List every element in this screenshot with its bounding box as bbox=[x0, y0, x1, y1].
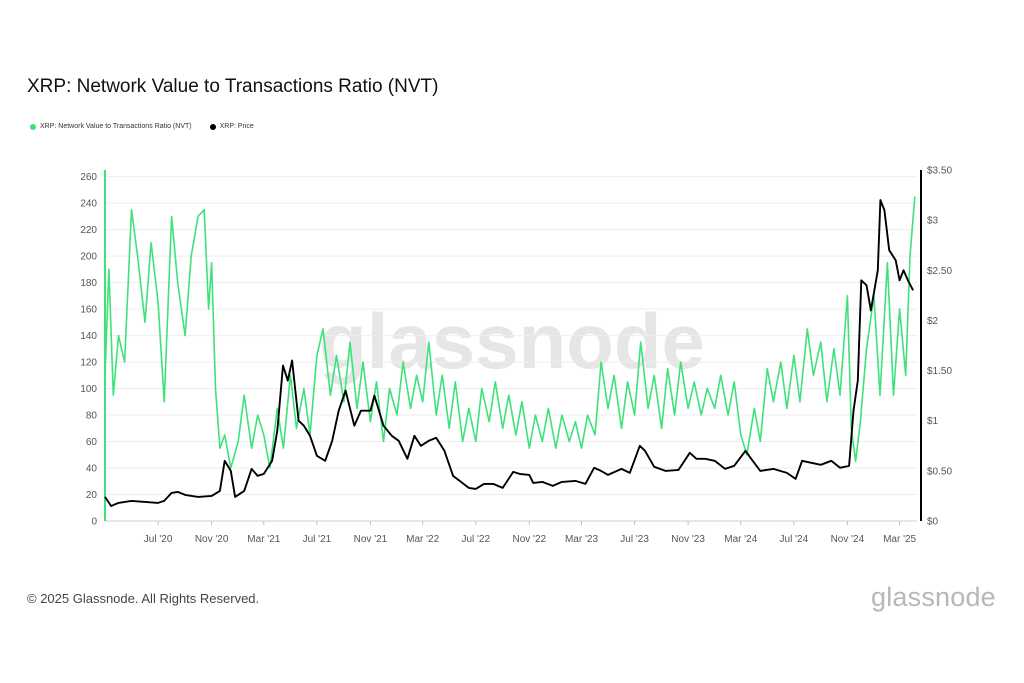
x-tick-label: Nov '20 bbox=[195, 534, 229, 545]
watermark-text: glassnode bbox=[319, 297, 705, 385]
x-tick-label: Nov '22 bbox=[512, 534, 546, 545]
y-right-tick-label: $1 bbox=[927, 416, 939, 427]
nvt-series-line bbox=[104, 196, 916, 469]
y-right-tick-label: $2.50 bbox=[927, 266, 952, 277]
glassnode-logo[interactable]: glassnode bbox=[871, 582, 996, 612]
y-left-tick-label: 120 bbox=[80, 358, 97, 369]
legend-item-price[interactable]: XRP: Price bbox=[209, 123, 254, 130]
legend-swatch-price bbox=[209, 123, 216, 130]
y-right-tick-label: $1.50 bbox=[927, 366, 952, 377]
legend-swatch-nvt bbox=[30, 123, 36, 130]
y-left-tick-label: 260 bbox=[80, 172, 97, 183]
y-left-tick-label: 220 bbox=[80, 225, 97, 236]
series-layer bbox=[104, 196, 916, 507]
x-tick-label: Mar '23 bbox=[565, 534, 598, 545]
y-left-tick-label: 80 bbox=[86, 411, 98, 422]
y-left-tick-label: 20 bbox=[86, 490, 98, 501]
y-left-tick-label: 200 bbox=[80, 252, 97, 263]
legend-label-price: XRP: Price bbox=[219, 123, 254, 130]
y-left-tick-label: 240 bbox=[80, 199, 97, 210]
chart-title: XRP: Network Value to Transactions Ratio… bbox=[27, 76, 439, 97]
axes: 0 20 40 60 80 100 120 140 160 180 200 220 240 260 $0 $0… bbox=[80, 166, 952, 546]
y-right-tick-label: $3.50 bbox=[927, 166, 952, 177]
y-left-tick-label: 0 bbox=[91, 517, 97, 528]
x-tick-label: Mar '21 bbox=[247, 534, 280, 545]
x-tick-label: Jul '21 bbox=[303, 534, 332, 545]
y-right-tick-label: $2 bbox=[927, 316, 939, 327]
legend-item-nvt[interactable]: XRP: Network Value to Transactions Ratio… bbox=[30, 123, 192, 130]
y-right-tick-label: $0 bbox=[927, 517, 939, 528]
x-tick-label: Jul '24 bbox=[780, 534, 809, 545]
y-right-tick-label: $3 bbox=[927, 216, 939, 227]
copyright-text: © 2025 Glassnode. All Rights Reserved. bbox=[27, 591, 260, 606]
x-tick-label: Mar '22 bbox=[406, 534, 439, 545]
chart-legend: XRP: Network Value to Transactions Ratio… bbox=[30, 123, 254, 130]
x-tick-label: Jul '23 bbox=[620, 534, 649, 545]
x-tick-label: Nov '23 bbox=[671, 534, 705, 545]
x-tick-label: Nov '24 bbox=[831, 534, 865, 545]
y-left-tick-label: 140 bbox=[80, 331, 97, 342]
x-tick-label: Nov '21 bbox=[354, 534, 388, 545]
y-left-tick-label: 180 bbox=[80, 278, 97, 289]
grid-lines bbox=[105, 176, 917, 522]
y-left-tick-label: 160 bbox=[80, 305, 97, 316]
x-tick-label: Mar '25 bbox=[883, 534, 916, 545]
legend-label-nvt: XRP: Network Value to Transactions Ratio… bbox=[40, 123, 192, 130]
y-left-tick-label: 60 bbox=[86, 437, 98, 448]
price-series-line bbox=[104, 199, 914, 507]
y-right-tick-label: $0.50 bbox=[927, 466, 952, 477]
x-tick-label: Jul '20 bbox=[144, 534, 173, 545]
x-tick-label: Mar '24 bbox=[724, 534, 757, 545]
y-left-tick-label: 100 bbox=[80, 384, 97, 395]
x-tick-label: Jul '22 bbox=[461, 534, 490, 545]
y-left-tick-label: 40 bbox=[86, 464, 98, 475]
